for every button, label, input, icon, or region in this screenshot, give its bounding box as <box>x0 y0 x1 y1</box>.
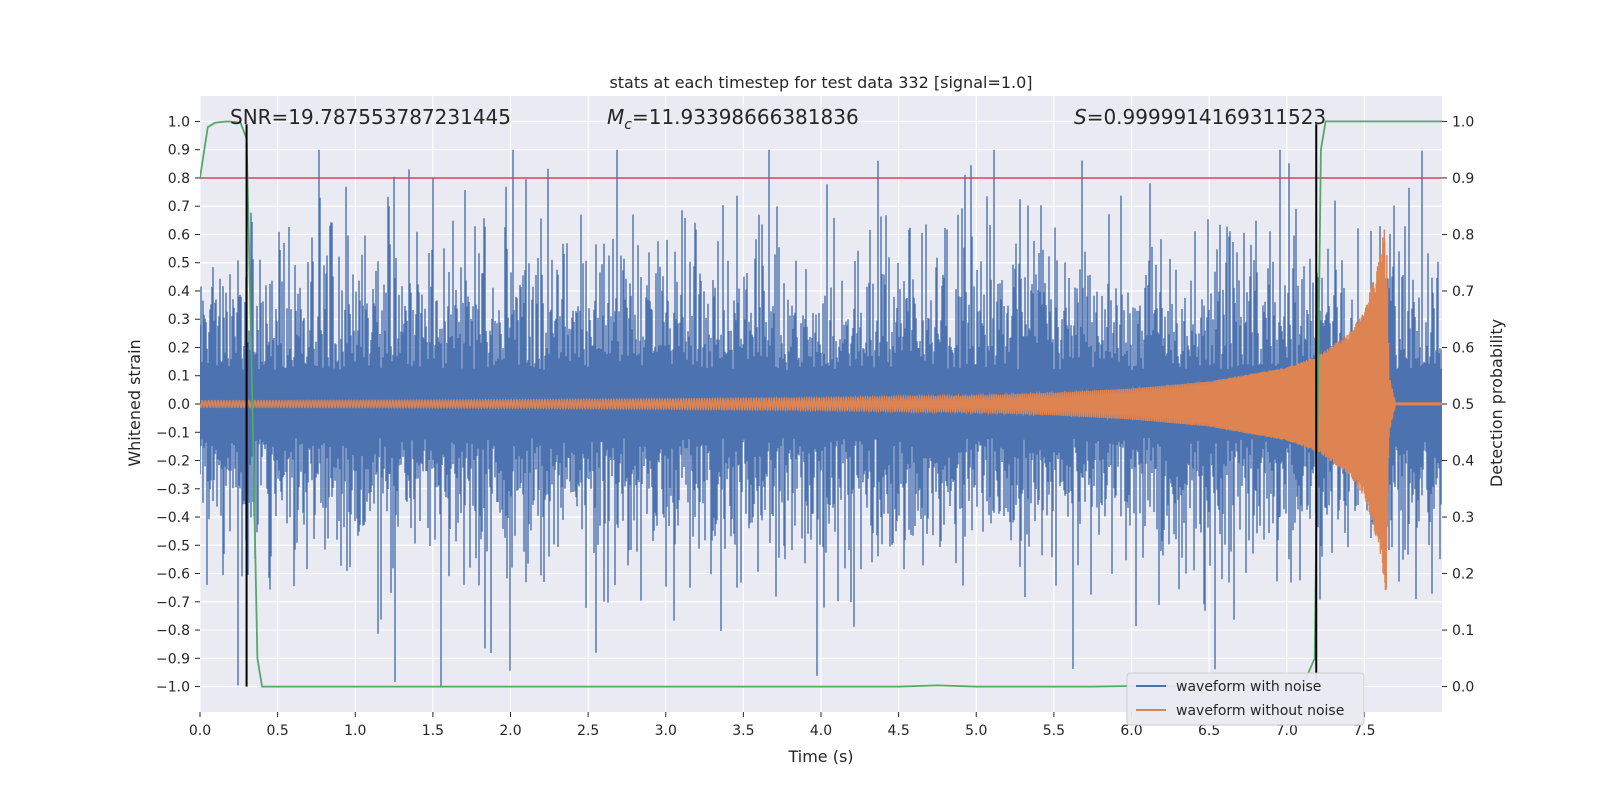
snr-annotation: SNR=19.787553787231445 <box>230 105 511 129</box>
series-detection-probability <box>200 120 1442 688</box>
y2-tick-label: 0.1 <box>1452 623 1474 639</box>
y-tick-label: −1.0 <box>156 680 190 696</box>
chart-title: stats at each timestep for test data 332… <box>609 73 1032 92</box>
x-tick-label: 0.5 <box>266 723 288 739</box>
y-tick-label: −0.2 <box>156 454 190 470</box>
score-annotation: S=0.9999914169311523 <box>1074 105 1326 129</box>
x-tick-label: 5.0 <box>965 723 987 739</box>
y2-tick-label: 1.0 <box>1452 114 1474 130</box>
y-tick-label: 0.7 <box>168 199 190 215</box>
y2-tick-label: 0.7 <box>1452 284 1474 300</box>
y2-tick-label: 0.0 <box>1452 680 1474 696</box>
y2-tick-label: 0.6 <box>1452 340 1474 356</box>
x-axis-label: Time (s) <box>787 747 853 766</box>
y2-tick-label: 0.2 <box>1452 567 1474 583</box>
y-tick-label: −0.3 <box>156 482 190 498</box>
y-tick-label: 0.2 <box>168 340 190 356</box>
y-tick-label: 0.8 <box>168 171 190 187</box>
y2-tick-label: 0.9 <box>1452 171 1474 187</box>
y-tick-label: −0.6 <box>156 567 190 583</box>
y-tick-label: 0.5 <box>168 256 190 272</box>
y2-tick-label: 0.4 <box>1452 454 1474 470</box>
y-tick-label: −0.4 <box>156 510 190 526</box>
x-tick-label: 0.0 <box>189 723 211 739</box>
series-waveform-without-noise <box>200 229 1442 591</box>
y-tick-label: −0.7 <box>156 595 190 611</box>
y-axis-label: Whitened strain <box>125 339 144 466</box>
x-tick-label: 1.0 <box>344 723 366 739</box>
y2-tick-label: 0.3 <box>1452 510 1474 526</box>
legend-box <box>1126 672 1365 726</box>
plot-content <box>200 120 1442 688</box>
x-tick-label: 6.0 <box>1120 723 1142 739</box>
legend: waveform with noise waveform without noi… <box>1126 672 1365 726</box>
x-tick-label: 6.5 <box>1198 723 1220 739</box>
y-tick-label: −0.8 <box>156 623 190 639</box>
y-tick-label: 0.6 <box>168 227 190 243</box>
y-tick-label: −0.5 <box>156 538 190 554</box>
x-tick-label: 7.0 <box>1276 723 1298 739</box>
y-tick-label: 0.3 <box>168 312 190 328</box>
y2-tick-label: 0.8 <box>1452 227 1474 243</box>
y2-axis-label: Detection probability <box>1487 319 1506 487</box>
y-tick-label: 1.0 <box>168 114 190 130</box>
x-tick-label: 5.5 <box>1043 723 1065 739</box>
y2-tick-label: 0.5 <box>1452 397 1474 413</box>
x-tick-label: 2.5 <box>577 723 599 739</box>
y-tick-label: −0.9 <box>156 651 190 667</box>
x-tick-label: 1.5 <box>422 723 444 739</box>
x-tick-label: 3.0 <box>655 723 677 739</box>
y-tick-label: 0.1 <box>168 369 190 385</box>
y-tick-label: 0.0 <box>168 397 190 413</box>
x-tick-label: 3.5 <box>732 723 754 739</box>
x-tick-label: 7.5 <box>1353 723 1375 739</box>
y-tick-label: 0.9 <box>168 143 190 159</box>
chirp-mass-annotation: Mc=11.93398666381836 <box>607 105 859 133</box>
x-tick-label: 2.0 <box>499 723 521 739</box>
y-axis-ticks: 1.0 0.9 0.8 0.7 0.6 0.5 0.4 0.3 0.2 0.1 0.0 −0.1 −0.… <box>156 114 200 696</box>
legend-label-noise: waveform with noise <box>1176 679 1321 695</box>
x-tick-label: 4.0 <box>810 723 832 739</box>
x-tick-label: 4.5 <box>887 723 909 739</box>
x-axis-ticks: 0.0 0.5 1.0 1.5 2.0 2.5 3.0 3.5 4.0 4.5 5.0 5.5 6.0 6… <box>189 712 1376 739</box>
y-tick-label: 0.4 <box>168 284 190 300</box>
y2-axis-ticks: 1.0 0.9 0.8 0.7 0.6 0.5 0.4 0.3 0.2 0.1 0.0 <box>1442 114 1474 696</box>
legend-label-clean: waveform without noise <box>1176 703 1344 719</box>
y-tick-label: −0.1 <box>156 425 190 441</box>
